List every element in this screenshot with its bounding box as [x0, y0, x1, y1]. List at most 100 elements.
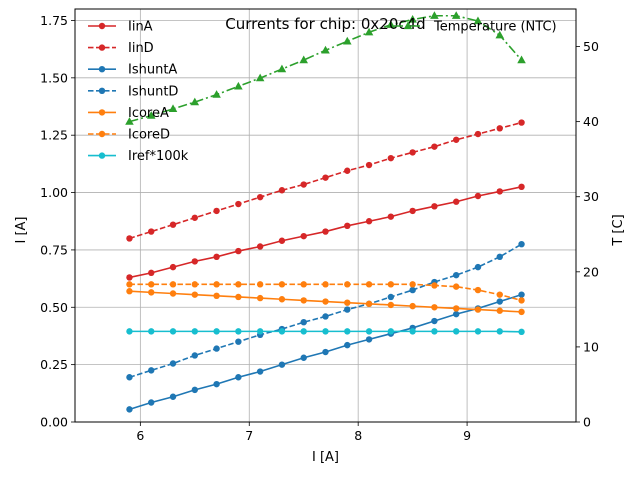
data-point	[452, 283, 460, 290]
data-point	[344, 167, 351, 174]
y2-tick-label: 20	[583, 264, 599, 279]
data-point	[344, 328, 351, 335]
legend-entry: IshuntD	[88, 84, 178, 99]
data-point	[321, 45, 330, 54]
x-tick-label: 8	[354, 428, 362, 443]
data-point	[213, 207, 220, 215]
data-point	[322, 298, 329, 305]
data-point	[452, 328, 460, 335]
data-point	[431, 328, 438, 335]
data-point	[365, 336, 373, 343]
data-point	[365, 281, 373, 288]
legend-marker	[403, 21, 413, 30]
data-point	[474, 130, 482, 138]
legend-left: IinA IinD IshuntA IshuntD IcoreA IcoreD Iref*1…	[88, 20, 189, 164]
data-point	[126, 288, 133, 295]
data-point	[169, 393, 177, 400]
data-point	[322, 174, 329, 181]
data-point	[256, 294, 264, 302]
data-point	[408, 15, 417, 23]
data-point	[191, 386, 199, 394]
data-point	[431, 143, 438, 150]
data-point	[169, 328, 177, 335]
data-point	[452, 310, 460, 318]
x-tick-label: 7	[245, 428, 253, 443]
data-point	[496, 188, 503, 195]
legend-label: IshuntA	[128, 63, 177, 78]
data-point	[278, 187, 286, 194]
legend-marker	[98, 66, 106, 73]
data-point	[148, 367, 155, 374]
data-point	[344, 299, 351, 306]
y-tick-label: 1.00	[40, 185, 68, 200]
data-point	[365, 218, 373, 225]
data-point	[169, 360, 177, 367]
data-point	[451, 11, 461, 19]
data-point	[300, 318, 307, 326]
legend-label: IcoreD	[128, 128, 170, 143]
data-point	[344, 222, 351, 230]
data-point	[365, 161, 373, 169]
x-axis-label: I [A]	[312, 450, 339, 465]
data-point	[213, 380, 220, 388]
data-point	[344, 306, 351, 313]
data-point	[322, 348, 329, 356]
legend-entry: IcoreA	[88, 106, 169, 121]
legend-marker	[98, 87, 106, 95]
data-point	[126, 328, 133, 335]
legend-label: IshuntD	[128, 84, 178, 99]
data-point	[409, 286, 416, 294]
data-point	[300, 281, 307, 288]
y-tick-label: 1.75	[40, 13, 68, 28]
data-point	[235, 200, 242, 208]
data-point	[387, 328, 395, 335]
data-point	[409, 328, 416, 335]
data-point	[344, 281, 351, 288]
legend-entry: Temperature (NTC)	[394, 20, 557, 35]
y-tick-label: 0.75	[40, 242, 68, 257]
series-temperature-ntc-	[125, 11, 526, 125]
data-point	[300, 232, 307, 240]
plot-series	[125, 11, 526, 413]
data-point	[386, 20, 396, 28]
legend-label: IinA	[128, 20, 153, 35]
data-point	[387, 213, 395, 220]
data-point	[496, 298, 503, 305]
legend-label: Temperature (NTC)	[433, 20, 557, 35]
legend-marker	[98, 44, 106, 51]
data-point	[255, 73, 265, 82]
data-point	[518, 308, 525, 316]
data-point	[344, 341, 351, 349]
y2-tick-label: 0	[583, 415, 591, 430]
data-point	[322, 228, 329, 235]
series-icored	[126, 281, 525, 304]
data-point	[278, 296, 286, 303]
data-point	[213, 292, 220, 300]
data-point	[191, 214, 199, 221]
data-point	[496, 291, 503, 298]
data-point	[235, 281, 242, 288]
data-point	[431, 282, 438, 289]
data-point	[300, 354, 307, 361]
data-point	[409, 207, 416, 215]
data-point	[126, 281, 133, 288]
data-point	[365, 300, 373, 308]
data-point	[191, 291, 199, 298]
series-iref-100k	[126, 328, 525, 336]
data-point	[517, 55, 526, 64]
data-point	[322, 313, 329, 320]
legend-entry: Iref*100k	[88, 149, 189, 164]
data-point	[169, 290, 177, 297]
data-point	[148, 269, 155, 277]
data-point	[496, 125, 503, 132]
series-line	[129, 243, 522, 379]
data-point	[146, 111, 156, 119]
data-point	[191, 352, 199, 359]
y-axis-label: I [A]	[14, 216, 29, 243]
y2-axis-label: T [C]	[611, 214, 626, 246]
data-point	[213, 345, 220, 352]
legend-entry: IinA	[88, 20, 153, 35]
legend-marker	[98, 152, 106, 159]
data-point	[126, 406, 133, 413]
